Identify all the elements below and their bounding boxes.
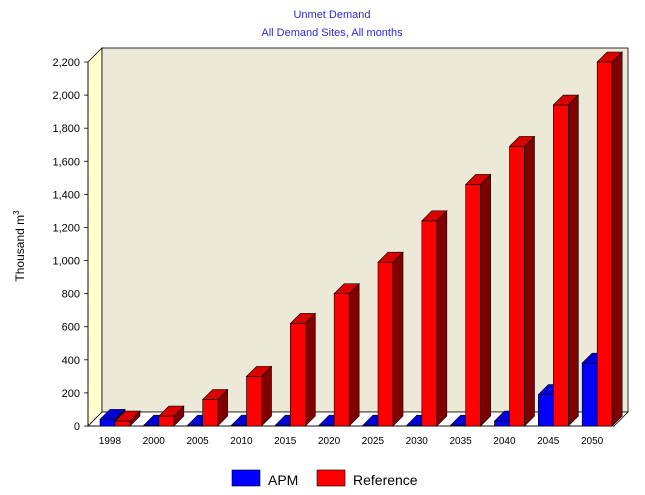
- bar-reference: [552, 94, 580, 427]
- bar-reference-front: [596, 61, 613, 427]
- bar-reference-side: [261, 365, 272, 427]
- y-axis-label-superscript: 3: [12, 210, 21, 215]
- bar-reference-front: [377, 261, 394, 427]
- plot-area: [87, 47, 629, 427]
- x-tick-label: 2035: [449, 436, 472, 447]
- bar-reference: [508, 135, 536, 427]
- y-axis-label: Thousand m3: [12, 210, 27, 282]
- x-tick-label: 2040: [493, 436, 516, 447]
- bar-reference-front: [465, 184, 481, 427]
- bar-apm-front: [581, 362, 598, 427]
- bar-reference-side: [524, 135, 535, 427]
- bar-reference: [245, 365, 273, 427]
- bars: [99, 51, 623, 427]
- legend-item-apm-label: APM: [268, 472, 298, 488]
- bar-reference-front: [290, 323, 306, 427]
- bar-reference-front: [509, 146, 525, 427]
- bar-reference-side: [436, 210, 448, 427]
- bar-reference-side: [305, 312, 316, 427]
- bar-reference-side: [568, 94, 579, 427]
- y-tick-label: 0: [74, 421, 80, 433]
- y-tick-label: 1,000: [52, 256, 80, 268]
- y-tick-label: 1,400: [52, 189, 80, 201]
- bar-reference-side: [392, 251, 404, 427]
- y-tick-label: 400: [62, 355, 80, 367]
- x-tick-label: 2010: [230, 436, 253, 447]
- bar-reference-front: [114, 420, 131, 427]
- bar-apm-front: [494, 420, 510, 427]
- x-tick-label: 2050: [581, 436, 604, 447]
- x-tick-label: 2005: [186, 436, 209, 447]
- bar-reference-front: [158, 415, 175, 427]
- legend-item-reference-swatch: [316, 469, 346, 487]
- y-tick-label: 2,200: [52, 57, 80, 69]
- x-axis: 1998 2000 2005 2010 2015 2020 2025 2030 2035 2040…: [88, 425, 614, 447]
- bar-reference-side: [173, 405, 185, 427]
- y-tick-label: 1,200: [52, 222, 80, 234]
- x-tick-label: 2030: [406, 436, 429, 447]
- x-tick-label: 2025: [362, 436, 385, 447]
- x-tick-label: 2015: [274, 436, 297, 447]
- bar-reference: [464, 173, 492, 427]
- bar-apm-front: [99, 419, 116, 427]
- chart-subtitle: All Demand Sites, All months: [261, 27, 403, 39]
- bar-reference-front: [246, 376, 262, 427]
- legend-item-reference-label: Reference: [353, 472, 418, 488]
- bar-reference-side: [611, 51, 623, 427]
- bar-reference: [289, 312, 317, 427]
- y-axis-label-text: Thousand m: [13, 215, 27, 282]
- bar-reference: [596, 51, 623, 427]
- bar-reference: [377, 251, 404, 427]
- bar-reference-front: [333, 293, 350, 427]
- bar-reference: [421, 210, 448, 427]
- y-tick-label: 600: [62, 322, 80, 334]
- y-tick-label: 2,000: [52, 90, 80, 102]
- bar-reference-side: [129, 410, 141, 427]
- y-tick-label: 1,800: [52, 123, 80, 135]
- plot-back-wall: [101, 47, 629, 413]
- chart-title: Unmet Demand: [293, 9, 370, 21]
- y-axis: 0 200 400 600 800 1,000 1,200 1,400 1,600 1,800 2,…: [52, 57, 89, 433]
- bar-reference-front: [202, 399, 218, 427]
- x-tick-label: 2020: [318, 436, 341, 447]
- bar-reference-side: [348, 282, 360, 427]
- bar-reference: [201, 388, 229, 427]
- plot-left-wall: [87, 47, 103, 427]
- x-tick-label: 2000: [143, 436, 166, 447]
- bar-reference-front: [553, 104, 569, 427]
- legend: APM Reference: [231, 469, 418, 488]
- bar-reference-front: [421, 220, 438, 427]
- x-tick-label: 2045: [537, 436, 560, 447]
- x-tick-label: 1998: [99, 436, 122, 447]
- y-tick-label: 800: [62, 289, 80, 301]
- legend-item-apm-swatch: [231, 469, 261, 487]
- y-tick-label: 1,600: [52, 156, 80, 168]
- bar-apm-front: [538, 394, 554, 427]
- bar-reference: [333, 282, 360, 427]
- bar-reference: [158, 405, 185, 427]
- bar-reference-side: [480, 173, 491, 427]
- bar-reference: [114, 410, 141, 427]
- y-tick-label: 200: [62, 388, 80, 400]
- bar-reference-side: [217, 388, 228, 427]
